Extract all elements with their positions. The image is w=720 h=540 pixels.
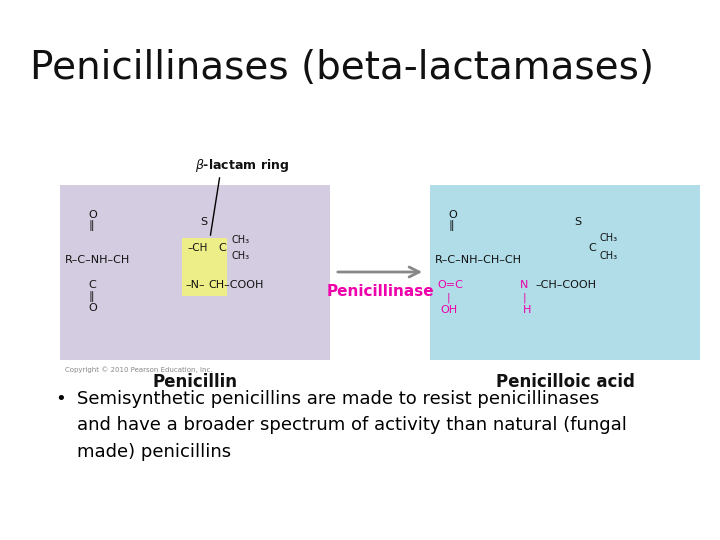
Text: ∥: ∥ [448, 220, 454, 232]
Text: –CH–COOH: –CH–COOH [535, 280, 596, 290]
Text: •: • [55, 390, 66, 408]
Text: CH₃: CH₃ [232, 235, 250, 245]
Bar [60, 185, 330, 360]
Text: S: S [200, 217, 207, 227]
Text: OH: OH [440, 305, 457, 315]
Text: O: O [448, 210, 456, 220]
Text: Semisynthetic penicillins are made to resist penicillinases
and have a broader s: Semisynthetic penicillins are made to re… [77, 390, 627, 461]
Text: C: C [588, 243, 595, 253]
Text: CH–COOH: CH–COOH [208, 280, 264, 290]
Text: O: O [88, 303, 96, 313]
Text: O=C: O=C [437, 280, 463, 290]
Text: N: N [520, 280, 528, 290]
Text: CH₃: CH₃ [232, 251, 250, 261]
Text: $\beta$-lactam ring: $\beta$-lactam ring [195, 157, 289, 173]
Text: R–C–NH–CH: R–C–NH–CH [65, 255, 130, 265]
Text: |: | [447, 293, 451, 303]
Text: S: S [574, 217, 581, 227]
Text: Penicillin: Penicillin [153, 373, 238, 391]
Text: O: O [88, 210, 96, 220]
Text: Penicillinases (beta-lactamases): Penicillinases (beta-lactamases) [30, 49, 654, 87]
Text: Penicilloic acid: Penicilloic acid [495, 373, 634, 391]
Text: –CH: –CH [188, 243, 208, 253]
Text: CH₃: CH₃ [600, 251, 618, 261]
Text: Penicillinase: Penicillinase [326, 285, 434, 300]
Bar [182, 238, 227, 296]
Bar [430, 185, 700, 360]
Text: ∥: ∥ [88, 292, 94, 302]
Text: C: C [88, 280, 96, 290]
Text: CH₃: CH₃ [600, 233, 618, 243]
Text: –N–: –N– [185, 280, 204, 290]
Text: R–C–NH–CH–CH: R–C–NH–CH–CH [435, 255, 522, 265]
Text: H: H [523, 305, 531, 315]
Text: Copyright © 2010 Pearson Education, Inc.: Copyright © 2010 Pearson Education, Inc. [65, 367, 212, 373]
Text: |: | [523, 293, 526, 303]
Text: ∥: ∥ [88, 220, 94, 232]
Text: C: C [218, 243, 226, 253]
